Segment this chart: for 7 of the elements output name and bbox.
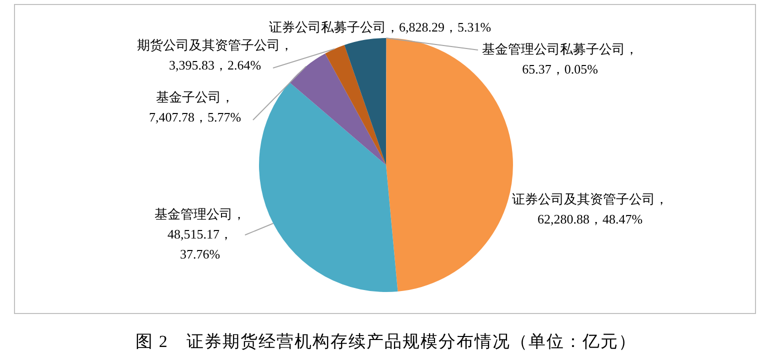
- slice-label: 基金管理公司，48,515.17，37.76%: [154, 206, 246, 262]
- text: 图 2 证券期货经营机构存续产品规模分布情况（单位：亿元）: [134, 331, 638, 353]
- slice-label: 基金管理公司私募子公司，65.37，0.05%: [482, 41, 638, 76]
- slice-label: 基金子公司，7,407.78，5.77%: [148, 89, 242, 124]
- slice-label: 期货公司及其资管子公司，3,395.83，2.64%: [137, 37, 293, 72]
- slice-label: 证券公司及其资管子公司，62,280.88，48.47%: [512, 191, 668, 226]
- slice-label: 证券公司私募子公司，6,828.29，5.31%: [268, 19, 492, 34]
